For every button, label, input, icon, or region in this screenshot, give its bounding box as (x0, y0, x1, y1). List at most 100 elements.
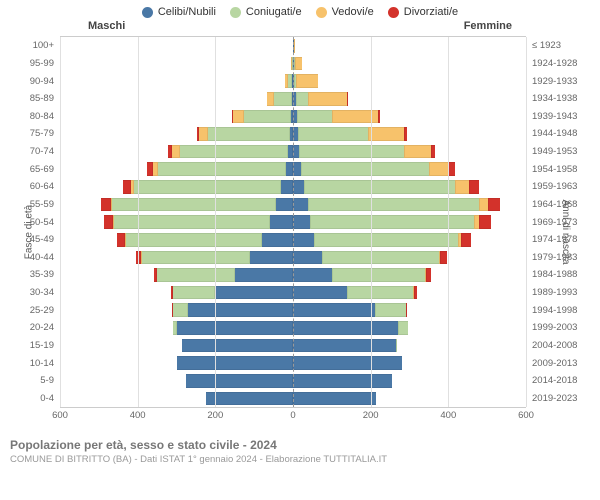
bar-segment (117, 233, 125, 247)
birth-label: 2014-2018 (532, 375, 577, 386)
x-tick: 200 (363, 410, 379, 421)
legend: Celibi/NubiliConiugati/eVedovi/eDivorzia… (0, 0, 600, 20)
bar-segment (293, 180, 304, 194)
birth-label: 2009-2013 (532, 358, 577, 369)
male-bar (60, 356, 293, 370)
birth-label: 1994-1998 (532, 305, 577, 316)
bar-segment (426, 268, 431, 282)
bar-segment (172, 145, 180, 159)
age-label: 100+ (33, 40, 54, 51)
age-label: 55-59 (30, 199, 54, 210)
bar-segment (293, 162, 301, 176)
male-bar (60, 251, 293, 265)
bar-segment (293, 374, 392, 388)
side-titles: Maschi Femmine (0, 20, 600, 32)
female-bar (293, 374, 526, 388)
male-bar (60, 198, 293, 212)
bar-segment (177, 356, 294, 370)
legend-label: Divorziati/e (404, 6, 458, 18)
bar-segment (293, 356, 402, 370)
bar-segment (208, 127, 290, 141)
bar-segment (244, 110, 291, 124)
age-label: 0-4 (40, 393, 54, 404)
age-label: 75-79 (30, 128, 54, 139)
birth-label: 1939-1943 (532, 111, 577, 122)
male-bar (60, 268, 293, 282)
bar-segment (293, 339, 396, 353)
bar-segment (296, 92, 308, 106)
bar-segment (440, 251, 447, 265)
bar-segment (298, 127, 368, 141)
legend-item: Divorziati/e (388, 6, 458, 18)
female-bar (293, 162, 526, 176)
x-axis: 6004002000200400600 (60, 410, 526, 428)
bar-segment (267, 92, 275, 106)
bar-segment (250, 251, 293, 265)
female-bar (293, 339, 526, 353)
bar-segment (347, 92, 348, 106)
female-bar (293, 127, 526, 141)
male-bar (60, 110, 293, 124)
female-bar (293, 356, 526, 370)
age-label: 10-14 (30, 358, 54, 369)
bar-segment (398, 321, 408, 335)
male-bar (60, 162, 293, 176)
bar-segment (186, 374, 293, 388)
age-label: 20-24 (30, 322, 54, 333)
bar-segment (301, 162, 429, 176)
birth-label: ≤ 1923 (532, 40, 561, 51)
gridline (60, 37, 61, 407)
x-tick: 0 (290, 410, 295, 421)
birth-label: 1954-1958 (532, 164, 577, 175)
age-label: 25-29 (30, 305, 54, 316)
bar-segment (180, 145, 289, 159)
male-bar (60, 57, 293, 71)
bar-segment (101, 198, 111, 212)
bar-segment (293, 233, 314, 247)
chart-subtitle: COMUNE DI BITRITTO (BA) - Dati ISTAT 1° … (10, 454, 590, 465)
bar-segment (233, 110, 245, 124)
legend-item: Celibi/Nubili (142, 6, 216, 18)
bar-segment (375, 303, 406, 317)
bar-segment (293, 303, 375, 317)
birth-label: 1924-1928 (532, 58, 577, 69)
age-label: 40-44 (30, 252, 54, 263)
bar-segment (199, 127, 209, 141)
female-bar (293, 268, 526, 282)
bar-segment (188, 303, 293, 317)
female-bar (293, 321, 526, 335)
male-bar (60, 180, 293, 194)
birth-label: 1929-1933 (532, 76, 577, 87)
male-bar (60, 374, 293, 388)
age-label: 90-94 (30, 76, 54, 87)
gridline (526, 37, 527, 407)
bar-segment (206, 392, 293, 406)
birth-label: 2019-2023 (532, 393, 577, 404)
age-label: 45-49 (30, 234, 54, 245)
male-bar (60, 339, 293, 353)
legend-swatch (388, 7, 399, 18)
legend-label: Coniugati/e (246, 6, 302, 18)
bar-segment (488, 198, 500, 212)
bar-segment (297, 110, 332, 124)
bar-segment (286, 162, 293, 176)
female-bar (293, 92, 526, 106)
birth-label: 1959-1963 (532, 181, 577, 192)
bar-segment (455, 180, 469, 194)
age-label: 85-89 (30, 93, 54, 104)
bar-segment (429, 162, 448, 176)
birth-label: 1969-1973 (532, 217, 577, 228)
chart-title: Popolazione per età, sesso e stato civil… (10, 438, 590, 452)
x-tick: 600 (52, 410, 68, 421)
bar-segment (215, 286, 293, 300)
bar-segment (262, 233, 293, 247)
age-label: 35-39 (30, 269, 54, 280)
gridline (448, 37, 449, 407)
female-bar (293, 57, 526, 71)
legend-swatch (230, 7, 241, 18)
bar-segment (414, 286, 416, 300)
legend-item: Coniugati/e (230, 6, 302, 18)
center-gridline (293, 37, 294, 407)
gridline (215, 37, 216, 407)
female-bar (293, 303, 526, 317)
